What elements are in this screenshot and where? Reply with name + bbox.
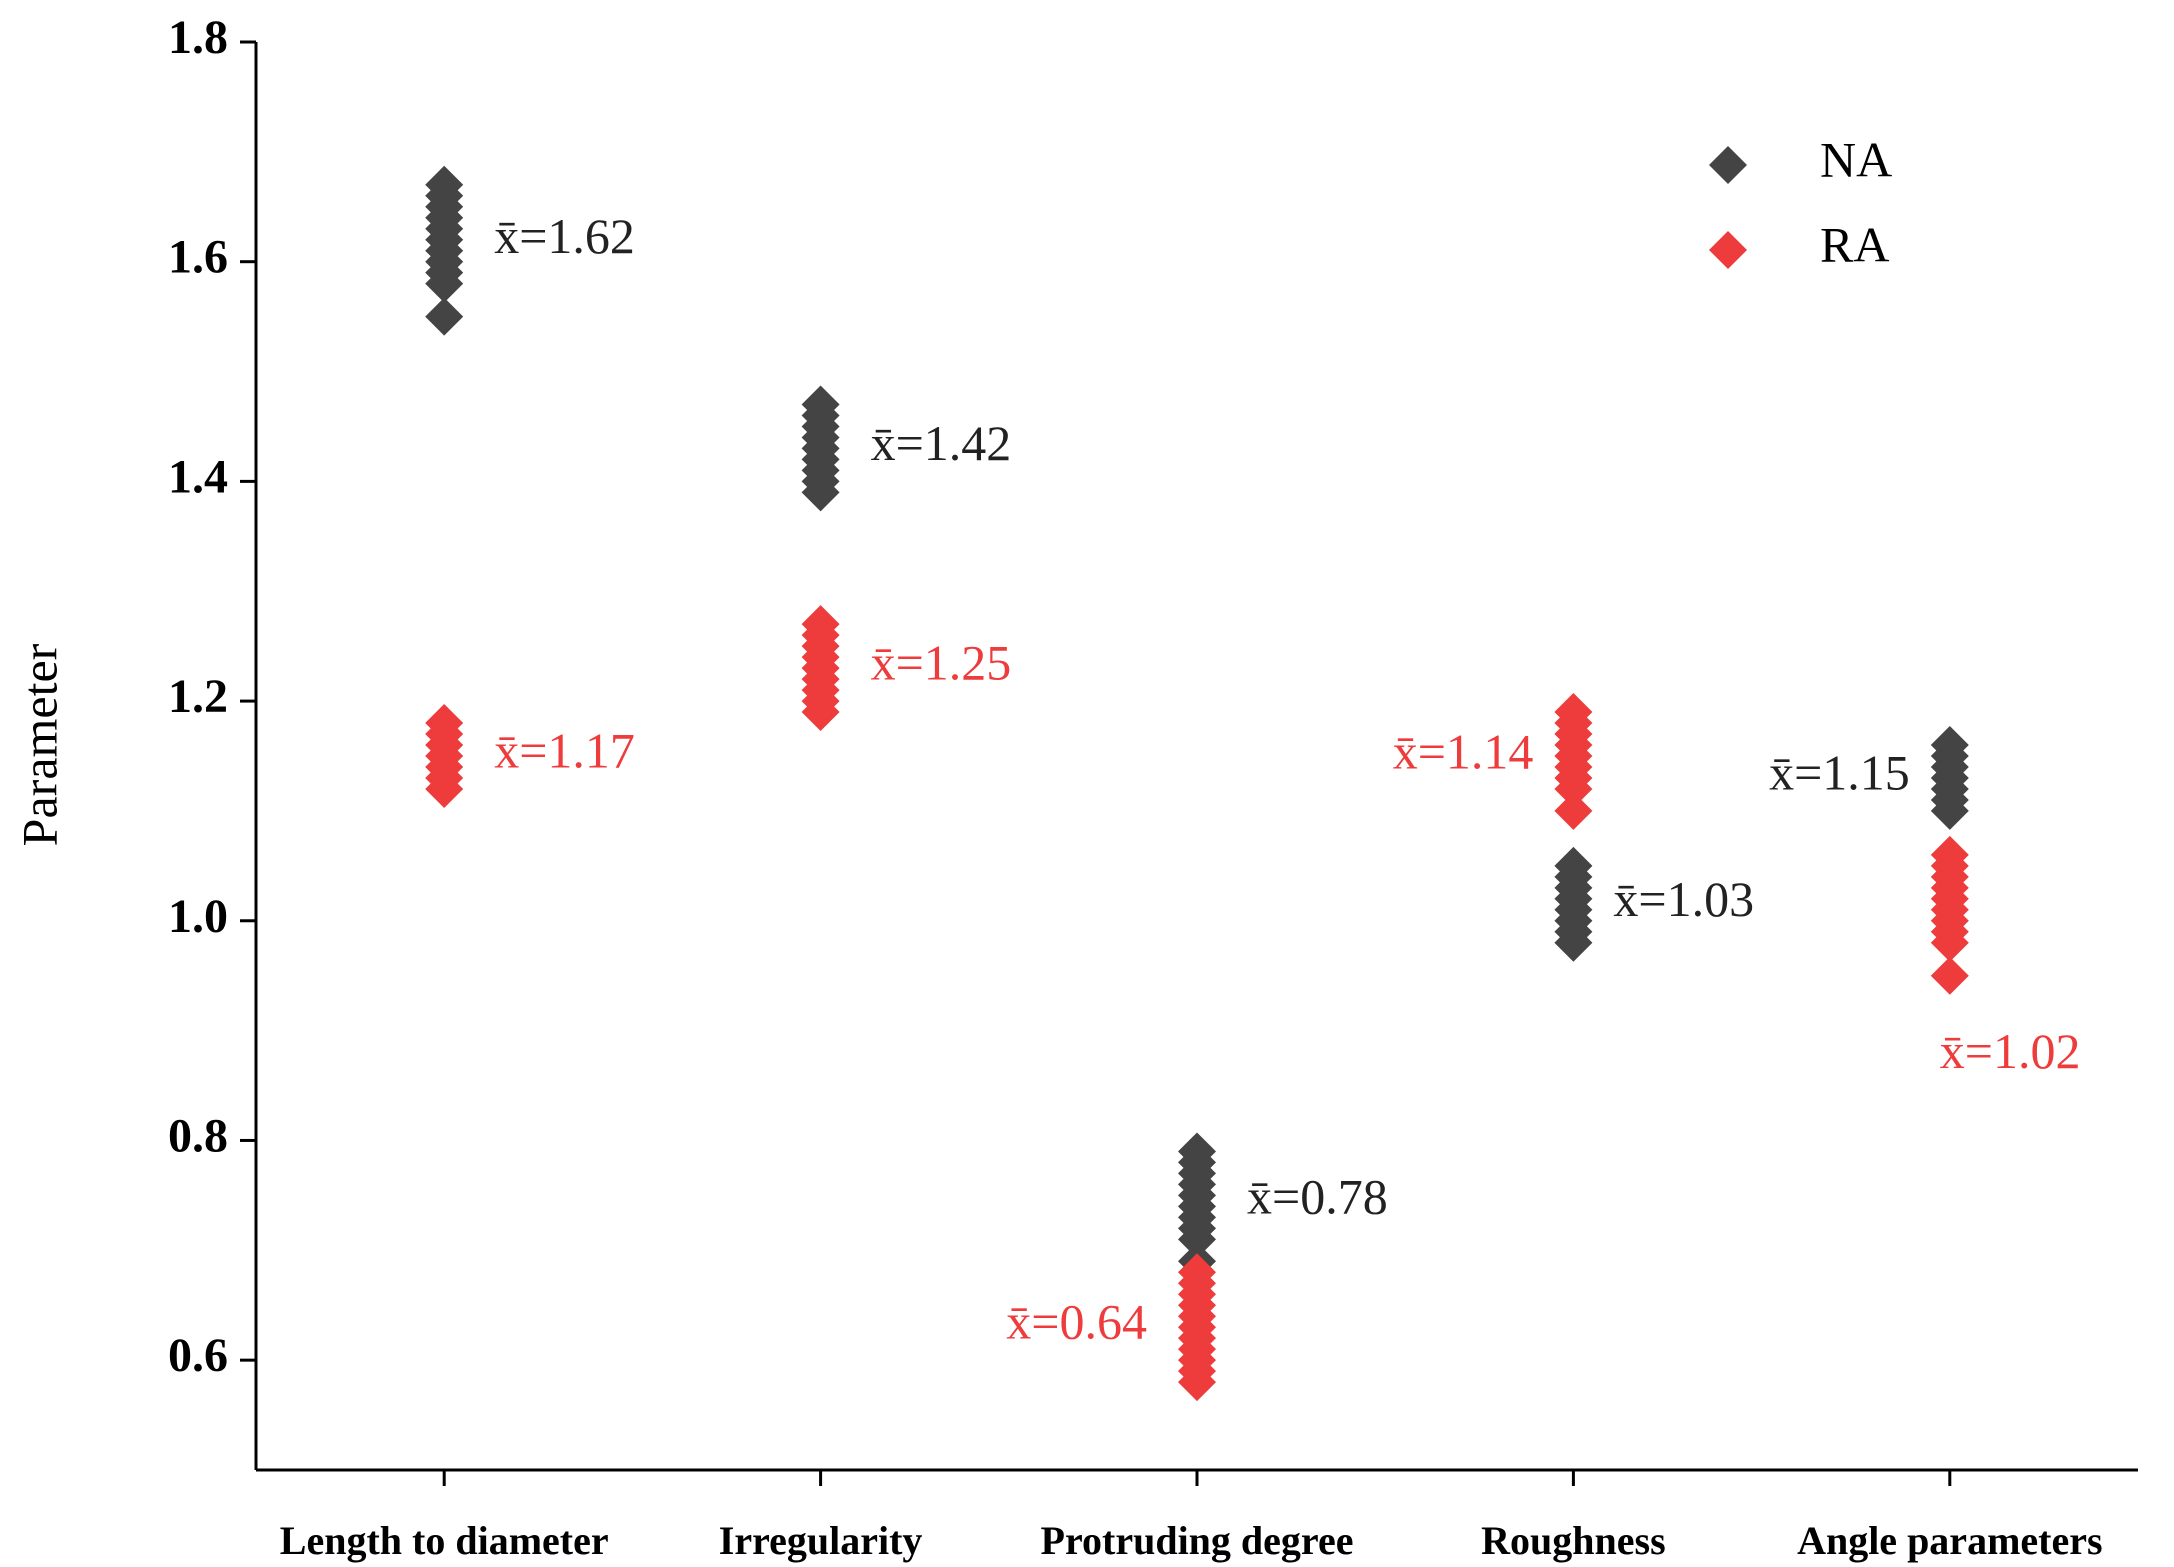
mean-label: x̄=0.78 xyxy=(1247,1168,1388,1224)
data-point xyxy=(425,704,464,743)
y-tick-label: 0.8 xyxy=(168,1109,228,1162)
x-tick-label: Length to diameter xyxy=(280,1518,609,1563)
data-point xyxy=(1554,693,1593,732)
legend-marker xyxy=(1709,231,1747,269)
y-tick-label: 1.2 xyxy=(168,670,228,723)
mean-label: x̄=0.64 xyxy=(1006,1294,1147,1350)
mean-label: x̄=1.62 xyxy=(494,208,635,264)
mean-label: x̄=1.03 xyxy=(1613,871,1754,927)
mean-label: x̄=1.17 xyxy=(494,722,635,778)
data-point xyxy=(1930,835,1969,874)
data-point xyxy=(425,297,464,336)
y-tick-label: 1.8 xyxy=(168,11,228,64)
data-point xyxy=(801,605,840,644)
mean-label: x̄=1.42 xyxy=(871,415,1012,471)
y-tick-label: 1.4 xyxy=(168,450,228,503)
mean-label: x̄=1.14 xyxy=(1393,724,1534,780)
legend-label: NA xyxy=(1820,131,1892,187)
legend-label: RA xyxy=(1820,216,1889,272)
data-point xyxy=(1554,846,1593,885)
x-tick-label: Irregularity xyxy=(719,1518,923,1563)
y-tick-label: 1.6 xyxy=(168,231,228,284)
data-point xyxy=(1178,1132,1216,1171)
data-point xyxy=(1178,1253,1216,1292)
mean-label: x̄=1.25 xyxy=(871,635,1012,691)
data-point xyxy=(425,165,464,204)
data-point xyxy=(1930,956,1969,995)
y-tick-label: 1.0 xyxy=(168,890,228,943)
data-point xyxy=(1554,791,1593,830)
mean-label: x̄=1.02 xyxy=(1940,1023,2081,1079)
mean-label: x̄=1.15 xyxy=(1769,744,1910,800)
x-tick-label: Protruding degree xyxy=(1041,1518,1354,1563)
x-tick-label: Angle parameters xyxy=(1797,1518,2102,1563)
legend-marker xyxy=(1709,146,1747,184)
data-point xyxy=(1930,726,1969,765)
x-tick-label: Roughness xyxy=(1481,1518,1666,1563)
y-axis-title: Parameter xyxy=(11,643,67,846)
y-tick-label: 0.6 xyxy=(168,1329,228,1382)
data-point xyxy=(801,385,840,424)
